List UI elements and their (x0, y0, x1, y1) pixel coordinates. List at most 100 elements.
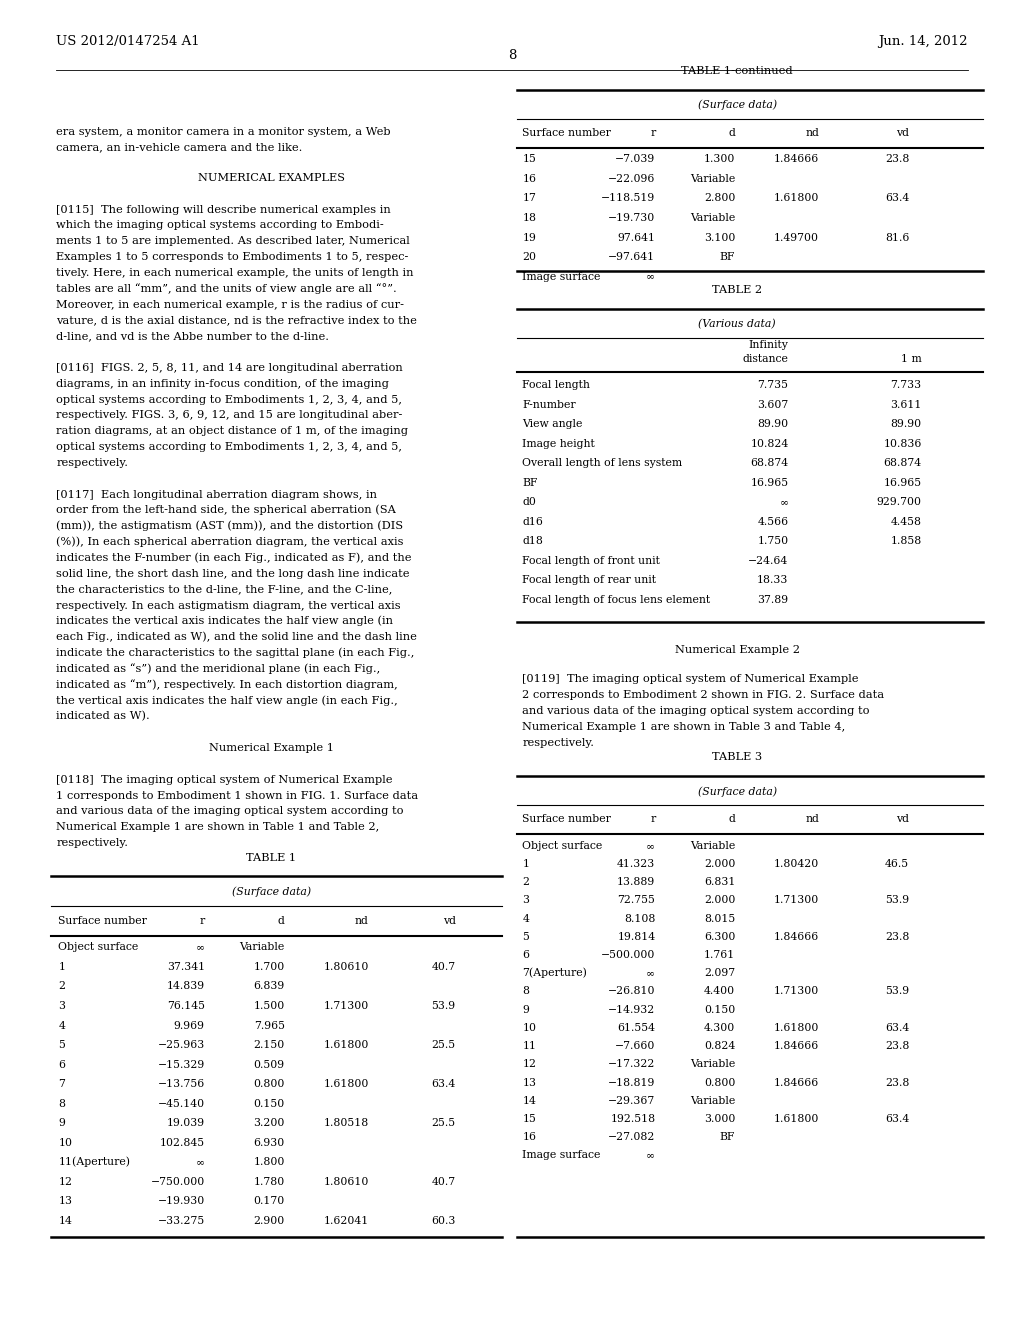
Text: 14: 14 (58, 1216, 73, 1226)
Text: −14.932: −14.932 (608, 1005, 655, 1015)
Text: d-line, and vd is the Abbe number to the d-line.: d-line, and vd is the Abbe number to the… (56, 331, 330, 342)
Text: TABLE 1: TABLE 1 (247, 853, 296, 863)
Text: 7.733: 7.733 (891, 380, 922, 391)
Text: 60.3: 60.3 (431, 1216, 456, 1226)
Text: 929.700: 929.700 (877, 498, 922, 507)
Text: 63.4: 63.4 (885, 1023, 909, 1034)
Text: 19.039: 19.039 (167, 1118, 205, 1129)
Text: 16.965: 16.965 (751, 478, 788, 488)
Text: 61.554: 61.554 (617, 1023, 655, 1034)
Text: 7(Aperture): 7(Aperture) (522, 968, 587, 978)
Text: indicated as “m”), respectively. In each distortion diagram,: indicated as “m”), respectively. In each… (56, 678, 398, 690)
Text: 2.000: 2.000 (703, 859, 735, 869)
Text: 68.874: 68.874 (751, 458, 788, 469)
Text: 40.7: 40.7 (431, 962, 456, 972)
Text: 1.84666: 1.84666 (774, 154, 819, 165)
Text: solid line, the short dash line, and the long dash line indicate: solid line, the short dash line, and the… (56, 569, 410, 579)
Text: 15: 15 (522, 154, 537, 165)
Text: 6: 6 (522, 950, 529, 960)
Text: 1.71300: 1.71300 (324, 1001, 369, 1011)
Text: −24.64: −24.64 (749, 556, 788, 566)
Text: 1.800: 1.800 (253, 1158, 285, 1167)
Text: 1.761: 1.761 (703, 950, 735, 960)
Text: 1.62041: 1.62041 (324, 1216, 369, 1226)
Text: ∞: ∞ (646, 1151, 655, 1160)
Text: ∞: ∞ (196, 1158, 205, 1167)
Text: −97.641: −97.641 (608, 252, 655, 263)
Text: Infinity: Infinity (749, 341, 788, 351)
Text: 1.61800: 1.61800 (774, 1114, 819, 1125)
Text: −22.096: −22.096 (608, 174, 655, 183)
Text: 1.300: 1.300 (703, 154, 735, 165)
Text: 9.969: 9.969 (174, 1020, 205, 1031)
Text: 2 corresponds to Embodiment 2 shown in FIG. 2. Surface data: 2 corresponds to Embodiment 2 shown in F… (522, 690, 885, 701)
Text: −7.039: −7.039 (615, 154, 655, 165)
Text: 6.831: 6.831 (703, 878, 735, 887)
Text: −750.000: −750.000 (151, 1177, 205, 1187)
Text: BF: BF (720, 252, 735, 263)
Text: (Surface data): (Surface data) (697, 100, 777, 111)
Text: tables are all “mm”, and the units of view angle are all “°”.: tables are all “mm”, and the units of vi… (56, 282, 397, 294)
Text: 5: 5 (522, 932, 529, 942)
Text: 102.845: 102.845 (160, 1138, 205, 1148)
Text: 63.4: 63.4 (885, 1114, 909, 1125)
Text: 1 corresponds to Embodiment 1 shown in FIG. 1. Surface data: 1 corresponds to Embodiment 1 shown in F… (56, 791, 419, 801)
Text: d0: d0 (522, 498, 537, 507)
Text: Surface number: Surface number (522, 128, 611, 139)
Text: Object surface: Object surface (58, 942, 138, 953)
Text: 0.824: 0.824 (703, 1041, 735, 1051)
Text: 72.755: 72.755 (617, 895, 655, 906)
Text: r: r (650, 814, 655, 825)
Text: 1.84666: 1.84666 (774, 1041, 819, 1051)
Text: and various data of the imaging optical system according to: and various data of the imaging optical … (522, 706, 869, 717)
Text: 89.90: 89.90 (758, 420, 788, 429)
Text: 8.015: 8.015 (703, 913, 735, 924)
Text: −19.930: −19.930 (158, 1196, 205, 1206)
Text: Focal length of front unit: Focal length of front unit (522, 556, 660, 566)
Text: US 2012/0147254 A1: US 2012/0147254 A1 (56, 34, 200, 48)
Text: vature, d is the axial distance, nd is the refractive index to the: vature, d is the axial distance, nd is t… (56, 315, 417, 326)
Text: 8.108: 8.108 (624, 913, 655, 924)
Text: 89.90: 89.90 (891, 420, 922, 429)
Text: 3: 3 (58, 1001, 66, 1011)
Text: 41.323: 41.323 (617, 859, 655, 869)
Text: nd: nd (805, 814, 819, 825)
Text: −26.810: −26.810 (608, 986, 655, 997)
Text: 0.170: 0.170 (253, 1196, 285, 1206)
Text: 6.300: 6.300 (703, 932, 735, 942)
Text: ∞: ∞ (196, 942, 205, 953)
Text: −27.082: −27.082 (608, 1133, 655, 1142)
Text: 0.800: 0.800 (703, 1077, 735, 1088)
Text: Moreover, in each numerical example, r is the radius of cur-: Moreover, in each numerical example, r i… (56, 300, 404, 310)
Text: 1.61800: 1.61800 (324, 1080, 369, 1089)
Text: 20: 20 (522, 252, 537, 263)
Text: Image surface: Image surface (522, 1151, 601, 1160)
Text: −33.275: −33.275 (158, 1216, 205, 1226)
Text: 6: 6 (58, 1060, 66, 1069)
Text: 6.839: 6.839 (253, 982, 285, 991)
Text: 4: 4 (522, 913, 529, 924)
Text: 1.80610: 1.80610 (324, 962, 369, 972)
Text: 4.566: 4.566 (758, 517, 788, 527)
Text: 1.61800: 1.61800 (774, 194, 819, 203)
Text: 3.100: 3.100 (703, 232, 735, 243)
Text: d16: d16 (522, 517, 543, 527)
Text: 3.607: 3.607 (757, 400, 788, 409)
Text: 53.9: 53.9 (885, 895, 909, 906)
Text: nd: nd (354, 916, 369, 927)
Text: 8: 8 (522, 986, 529, 997)
Text: vd: vd (442, 916, 456, 927)
Text: 5: 5 (58, 1040, 66, 1051)
Text: 11(Aperture): 11(Aperture) (58, 1156, 130, 1167)
Text: [0118]  The imaging optical system of Numerical Example: [0118] The imaging optical system of Num… (56, 775, 393, 785)
Text: −29.367: −29.367 (608, 1096, 655, 1106)
Text: era system, a monitor camera in a monitor system, a Web: era system, a monitor camera in a monito… (56, 127, 391, 137)
Text: respectively. In each astigmatism diagram, the vertical axis: respectively. In each astigmatism diagra… (56, 601, 401, 611)
Text: 10: 10 (58, 1138, 73, 1148)
Text: 16: 16 (522, 174, 537, 183)
Text: Variable: Variable (690, 213, 735, 223)
Text: −45.140: −45.140 (158, 1098, 205, 1109)
Text: r: r (200, 916, 205, 927)
Text: 10.836: 10.836 (884, 438, 922, 449)
Text: 25.5: 25.5 (431, 1118, 456, 1129)
